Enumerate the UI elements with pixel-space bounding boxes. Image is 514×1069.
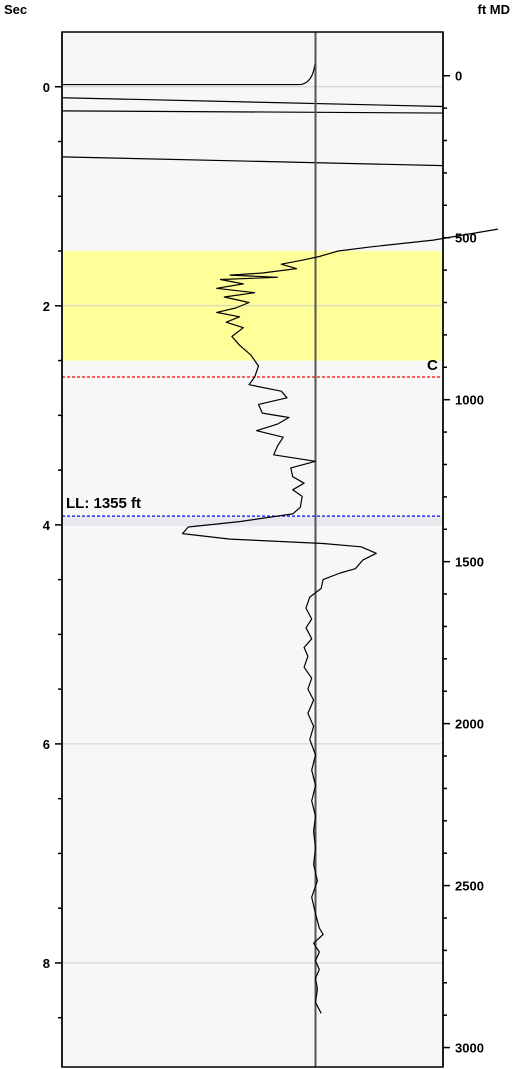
left-tick-label: 4	[43, 518, 51, 533]
right-tick-label: 3000	[455, 1041, 484, 1056]
left-axis-sec: 0 2 4 6 8	[43, 32, 62, 1067]
right-axis-ft-md: 0 500 1000 1500 2000 2500 3000	[443, 32, 484, 1067]
right-tick-label: 1000	[455, 393, 484, 408]
left-tick-label: 2	[43, 299, 50, 314]
left-tick-label: 0	[43, 80, 50, 95]
right-tick-label: 2000	[455, 717, 484, 732]
marker-ll-label: LL: 1355 ft	[66, 495, 141, 512]
right-tick-label: 2500	[455, 879, 484, 894]
plot-area	[62, 32, 443, 1067]
right-tick-label: 1500	[455, 555, 484, 570]
left-axis-unit-label: Sec	[4, 2, 27, 17]
right-axis-unit-label: ft MD	[478, 2, 511, 17]
right-tick-label: 0	[455, 69, 462, 84]
right-tick-label: 500	[455, 231, 477, 246]
left-tick-label: 6	[43, 737, 50, 752]
marker-c-label: C	[427, 357, 438, 374]
marker-ll-band	[63, 517, 442, 525]
left-tick-label: 8	[43, 956, 50, 971]
